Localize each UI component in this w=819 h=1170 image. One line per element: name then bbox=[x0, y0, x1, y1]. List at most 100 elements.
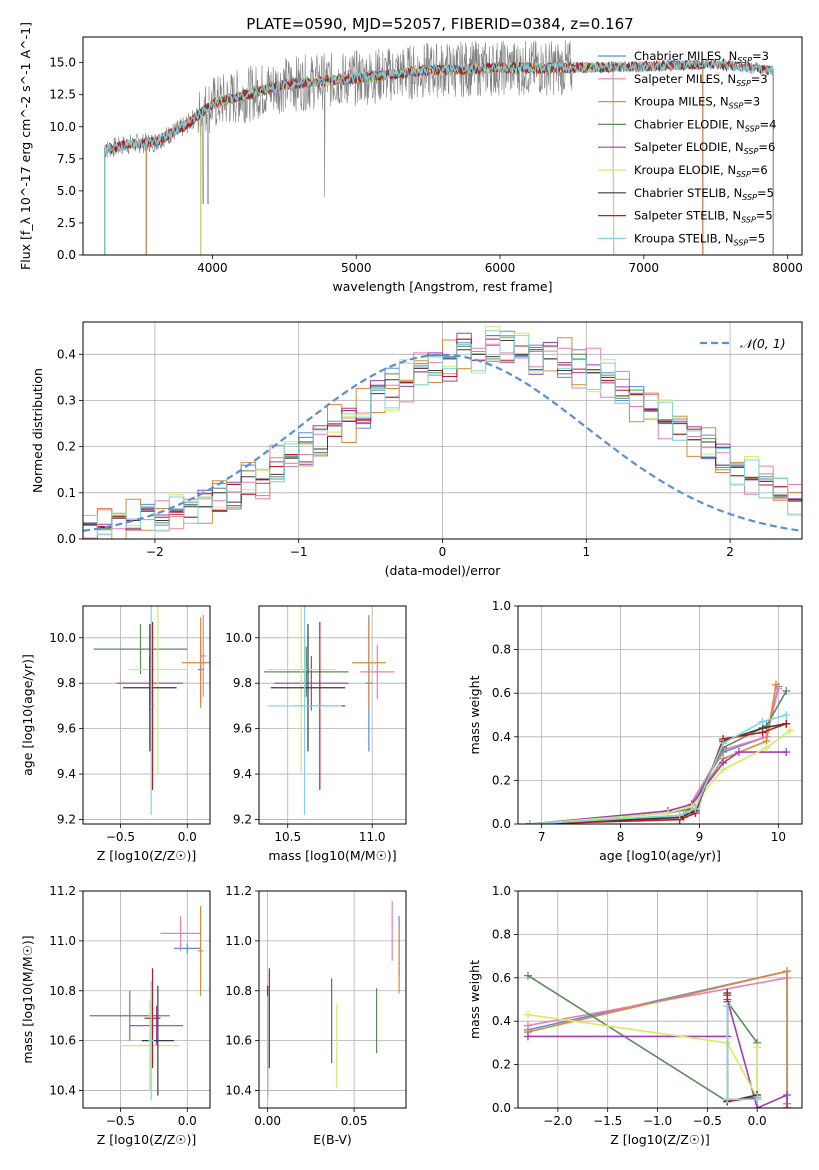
x-tick-label: 0.00 bbox=[254, 1114, 281, 1128]
plot-area bbox=[104, 40, 774, 255]
panel-2: −2 −1 0 1 2 0.0 0.1 0.2 0.3 0.4 (data-model)/error… bbox=[30, 321, 803, 578]
marker-salpeter-elodie bbox=[782, 748, 791, 757]
line-chabrier-stelib bbox=[726, 993, 758, 1103]
line-chabrier-miles bbox=[529, 686, 780, 824]
marker-kroupa-stelib bbox=[719, 739, 728, 748]
plot-area bbox=[83, 606, 210, 824]
y-tick-label: 9.2 bbox=[233, 812, 252, 826]
axes-frame bbox=[82, 36, 803, 256]
y-tick-label: 10.0 bbox=[49, 631, 76, 645]
y-tick-label: 9.4 bbox=[57, 767, 76, 781]
y-tick-label: 1.0 bbox=[492, 884, 511, 898]
y-tick-label: 0.2 bbox=[57, 440, 76, 454]
errorbar-chabrier-stelib bbox=[270, 624, 346, 752]
errorbar-kroupa-elodie bbox=[267, 606, 336, 775]
histogram-salpeter-elodie bbox=[83, 332, 802, 539]
legend-label-kroupa-elodie: Kroupa ELODIE, NSSP=6 bbox=[634, 163, 768, 179]
gaussian-curve bbox=[83, 353, 802, 532]
x-tick-label: −0.5 bbox=[106, 830, 135, 844]
x-axis-label: (data-model)/error bbox=[385, 563, 502, 578]
x-tick-label: −1 bbox=[290, 545, 308, 559]
y-axis-label: age [log10(age/yr)] bbox=[20, 654, 35, 776]
y-tick-label: 9.2 bbox=[57, 812, 76, 826]
figure-title: PLATE=0590, MJD=52057, FIBERID=0384, z=0… bbox=[246, 15, 633, 33]
y-tick-label: 0.0 bbox=[492, 817, 511, 831]
x-tick-label: −1.0 bbox=[643, 1114, 672, 1128]
model-spectrum-kroupa-stelib bbox=[104, 58, 774, 255]
line-chabrier-stelib bbox=[529, 722, 787, 824]
x-tick-label: 0.0 bbox=[178, 830, 197, 844]
y-tick-label: 0.4 bbox=[492, 1014, 511, 1028]
x-axis-label: mass [log10(M/M☉)] bbox=[268, 848, 396, 863]
x-tick-label: 0.0 bbox=[748, 1114, 767, 1128]
histogram-kroupa-stelib bbox=[83, 330, 802, 539]
marker-salpeter-stelib bbox=[723, 991, 732, 1000]
line-salpeter-stelib bbox=[726, 995, 758, 1103]
y-axis-label: mass [log10(M/M☉)] bbox=[20, 935, 35, 1063]
line-kroupa-elodie bbox=[527, 1013, 758, 1098]
axes-frame bbox=[258, 890, 407, 1109]
marker-kroupa-stelib bbox=[723, 1002, 732, 1011]
y-tick-label: 0.0 bbox=[57, 532, 76, 546]
histogram-salpeter-miles bbox=[83, 339, 802, 539]
marker-kroupa-stelib bbox=[758, 717, 767, 726]
histogram-chabrier-stelib bbox=[83, 340, 802, 539]
plot-area bbox=[83, 891, 210, 1108]
line-chabrier-elodie bbox=[527, 974, 758, 1103]
model-spectrum-salpeter-miles bbox=[145, 59, 704, 255]
y-tick-label: 2.5 bbox=[57, 216, 76, 230]
x-axis-label: E(B-V) bbox=[313, 1132, 352, 1147]
errorbar-kroupa-stelib bbox=[149, 606, 153, 815]
axes-frame bbox=[82, 605, 211, 825]
x-tick-label: −2 bbox=[146, 545, 164, 559]
marker-kroupa-elodie bbox=[523, 1010, 532, 1019]
x-tick-label: 11.0 bbox=[359, 830, 386, 844]
x-tick-label: 4000 bbox=[197, 261, 228, 275]
marker-chabrier-elodie bbox=[782, 687, 791, 696]
marker-kroupa-stelib bbox=[723, 1095, 732, 1104]
marker-kroupa-stelib bbox=[525, 820, 534, 824]
errorbar-salpeter-miles bbox=[360, 644, 395, 700]
marker-kroupa-elodie bbox=[762, 743, 771, 752]
errorbar-salpeter-elodie bbox=[274, 655, 349, 711]
marker-kroupa-stelib bbox=[675, 811, 684, 820]
x-tick-label: 0.05 bbox=[341, 1114, 368, 1128]
errorbar-chabrier-elodie bbox=[264, 646, 349, 697]
x-tick-label: 0 bbox=[439, 545, 447, 559]
marker-salpeter-elodie bbox=[523, 1032, 532, 1041]
marker-kroupa-stelib bbox=[782, 711, 791, 719]
y-tick-label: 9.4 bbox=[233, 767, 252, 781]
panel-7: 0.00 0.05 10.4 10.6 10.8 11.0 11.2 E(B-V) bbox=[225, 884, 407, 1147]
line-salpeter-miles bbox=[529, 688, 780, 824]
errorbar-kroupa-elodie bbox=[120, 1000, 180, 1091]
panel-6: −0.5 0.0 10.4 10.6 10.8 11.0 11.2 Z [log10(Z/Z☉… bbox=[20, 884, 211, 1147]
y-tick-label: 7.5 bbox=[57, 152, 76, 166]
marker-kroupa-elodie bbox=[753, 1043, 762, 1052]
line-kroupa-stelib bbox=[529, 714, 787, 824]
y-tick-label: 10.0 bbox=[49, 120, 76, 134]
y-tick-label: 9.8 bbox=[57, 676, 76, 690]
axes-frame bbox=[82, 321, 803, 540]
line-salpeter-stelib bbox=[529, 722, 787, 824]
x-tick-label: 5000 bbox=[341, 261, 372, 275]
marker-kroupa-elodie bbox=[719, 765, 728, 774]
x-tick-label: −0.5 bbox=[106, 1114, 135, 1128]
errorbar-salpeter-elodie bbox=[129, 1005, 184, 1046]
y-axis-label: mass weight bbox=[467, 960, 482, 1039]
y-tick-label: 10.8 bbox=[49, 984, 76, 998]
y-tick-label: 0.3 bbox=[57, 393, 76, 407]
panel-3: −0.5 0.0 9.2 9.4 9.6 9.8 10.0 Z [log10(Z/Z☉)] ag… bbox=[20, 605, 211, 863]
x-tick-label: 8 bbox=[617, 830, 625, 844]
marker-salpeter-stelib bbox=[758, 728, 767, 737]
y-tick-label: 5.0 bbox=[57, 184, 76, 198]
x-tick-label: 2 bbox=[726, 545, 734, 559]
y-tick-label: 11.2 bbox=[225, 884, 252, 898]
x-axis-label: Z [log10(Z/Z☉)] bbox=[610, 1132, 710, 1147]
errorbar-kroupa-miles bbox=[351, 617, 386, 709]
errorbar-kroupa-miles bbox=[181, 617, 210, 709]
errorbar-chabrier-stelib bbox=[141, 985, 174, 1096]
marker-salpeter-elodie bbox=[753, 1104, 762, 1108]
y-tick-label: 1.0 bbox=[492, 599, 511, 613]
y-tick-label: 0.4 bbox=[57, 347, 76, 361]
